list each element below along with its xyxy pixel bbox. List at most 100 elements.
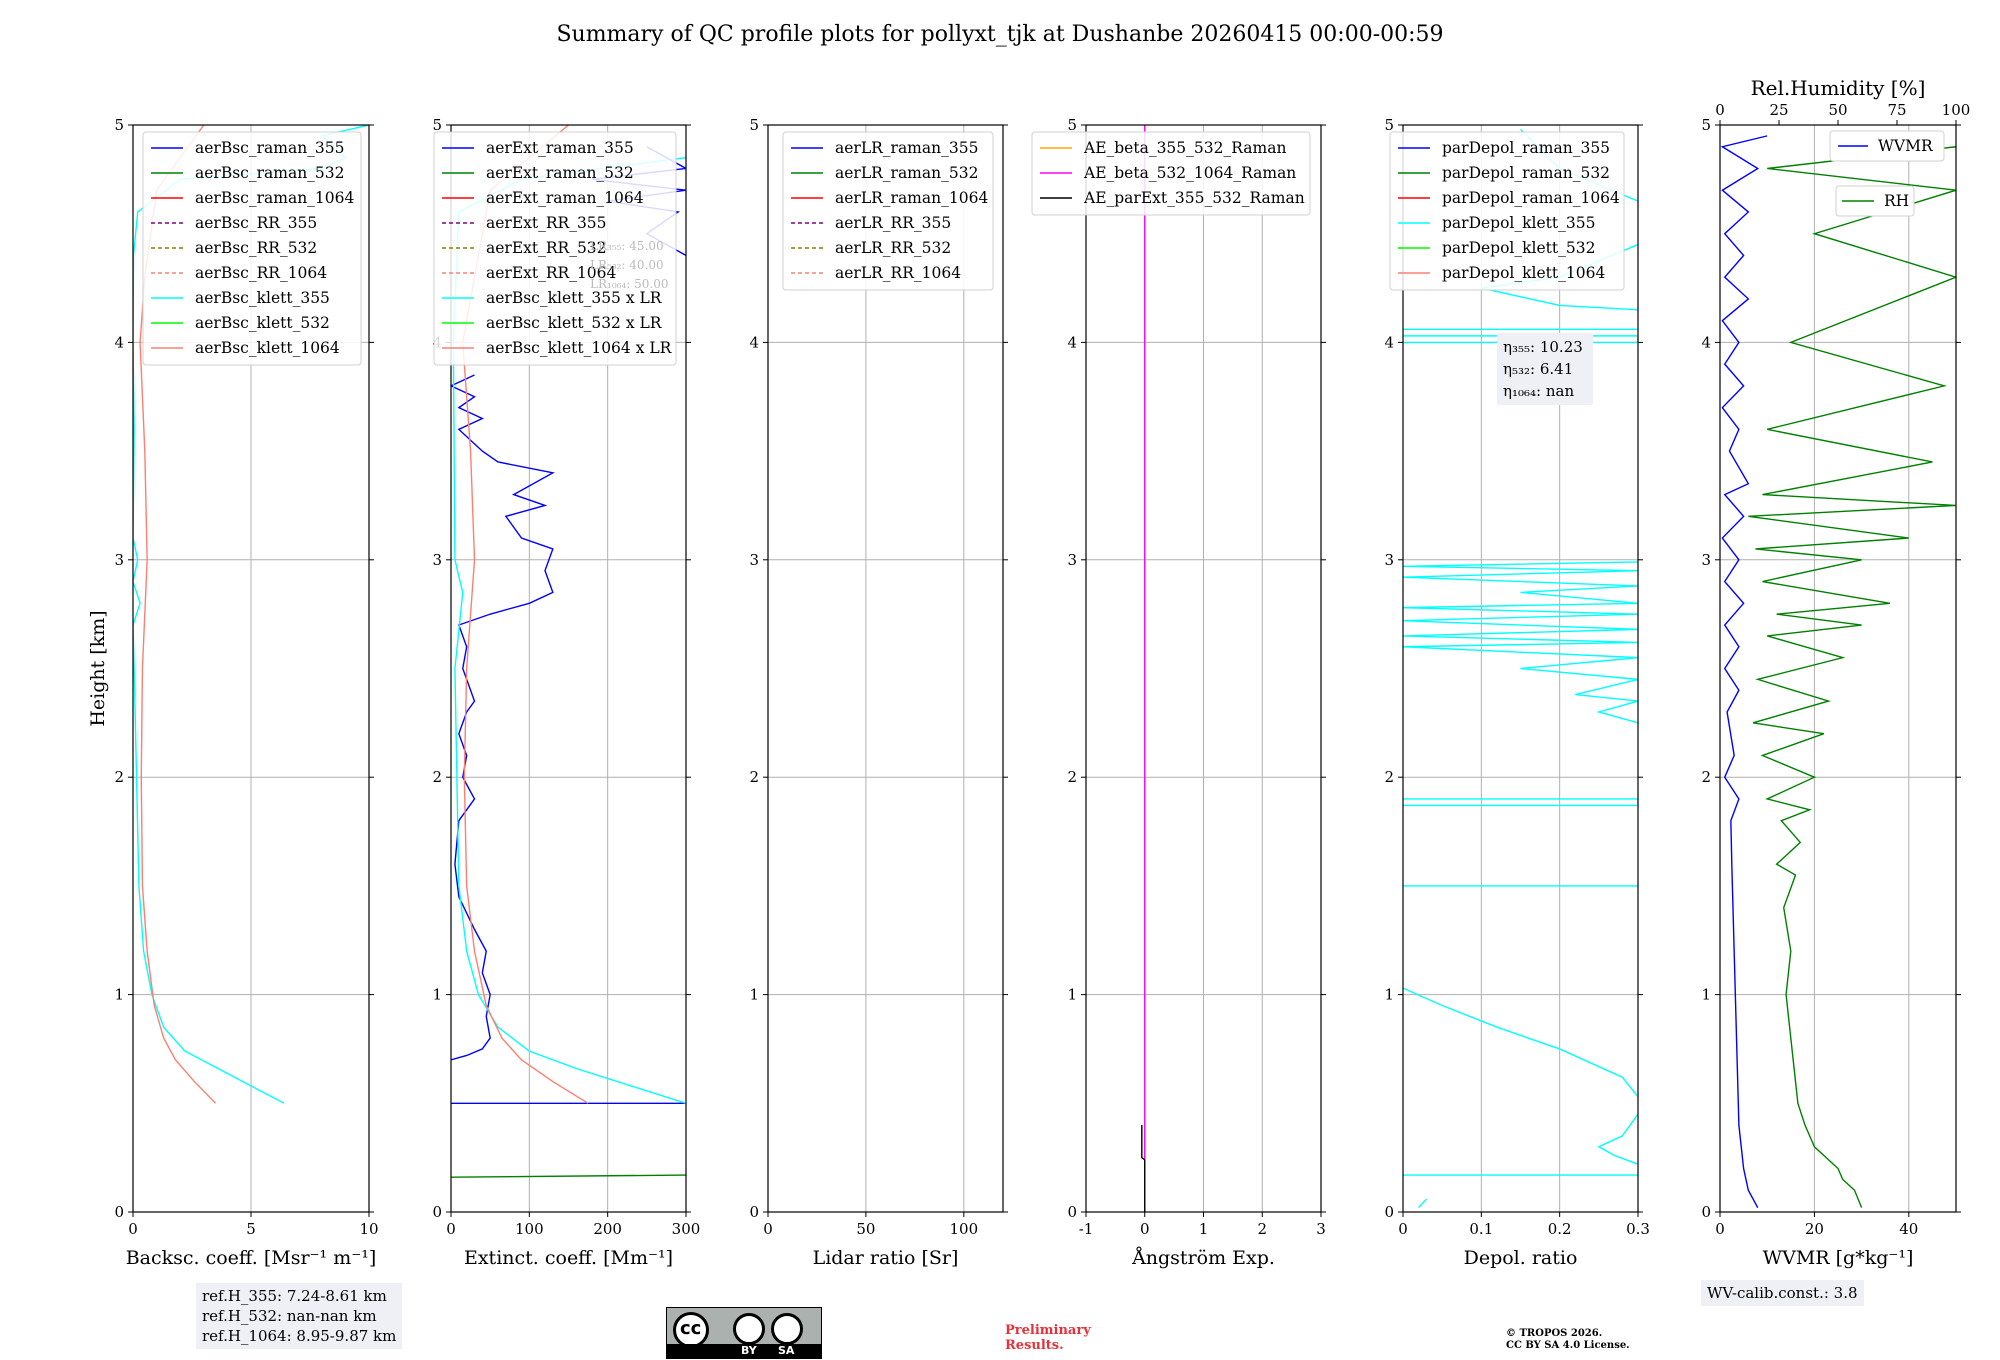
legend-entry: parDepol_klett_355 — [1442, 214, 1595, 232]
legend-entry: aerLR_RR_1064 — [835, 264, 961, 282]
top-x-tick-label: 50 — [1828, 101, 1847, 119]
series-group — [1403, 128, 1638, 1209]
panel-2: 0100200300012345Extinct. coeff. [Mm⁻¹]ae… — [432, 116, 700, 1269]
legend-entry: aerBsc_klett_532 — [195, 314, 330, 332]
rh-legend-label: RH — [1884, 192, 1909, 210]
x-tick-label: 0.2 — [1548, 1220, 1572, 1238]
legend-entry: AE_beta_532_1064_Raman — [1083, 164, 1296, 182]
series-parDepol_klett_355_d — [1403, 987, 1638, 1098]
y-tick-label: 0 — [1384, 1203, 1394, 1221]
copyright-line1: © TROPOS 2026. — [1506, 1328, 1603, 1339]
panel-3: 0 50 100 0 1 2 3 4 5 Lidar ratio [Sr] aerLR_raman_… — [749, 116, 1008, 1269]
legend-entry: aerExt_RR_355 — [486, 214, 607, 232]
y-tick-label: 0 — [749, 1203, 759, 1221]
x-tick-label: 40 — [1899, 1220, 1918, 1238]
legend-entry: aerBsc_RR_532 — [195, 239, 317, 257]
legend-entry: parDepol_raman_1064 — [1442, 189, 1620, 207]
by-label: BY — [741, 1344, 757, 1357]
legend-entry: aerLR_RR_355 — [835, 214, 951, 232]
legend-box — [782, 131, 994, 291]
series-group — [1720, 135, 1956, 1208]
x-tick-label: 300 — [672, 1220, 701, 1238]
y-tick-label: 2 — [1701, 768, 1711, 786]
y-tick-label: 4 — [1701, 333, 1711, 351]
y-tick-label: 3 — [114, 551, 124, 569]
y-tick-label: 1 — [1067, 986, 1077, 1004]
top-x-axis-label: Rel.Humidity [%] — [1751, 76, 1926, 100]
y-tick-label: 0 — [432, 1203, 442, 1221]
top-x-tick-label: 25 — [1769, 101, 1788, 119]
series-parDepol_klett_355_f — [1403, 798, 1638, 807]
legend-entry: aerLR_raman_1064 — [835, 189, 988, 207]
y-tick-label: 3 — [1384, 551, 1394, 569]
wv-calib-box: WV-calib.const.: 3.8 — [1701, 1280, 1864, 1306]
x-tick-label: 0 — [128, 1220, 138, 1238]
lr-annotation: LR₃₅₅: 45.00 — [590, 239, 664, 253]
x-tick-label: 100 — [950, 1220, 979, 1238]
top-x-tick-label: 100 — [1942, 101, 1971, 119]
x-tick-label: 0 — [1715, 1220, 1725, 1238]
y-tick-label: 1 — [432, 986, 442, 1004]
share-alike-icon — [771, 1313, 803, 1345]
lr-annotation: LR₅₃₂: 40.00 — [590, 258, 664, 272]
ref-height-355: ref.H_355: 7.24-8.61 km — [202, 1287, 387, 1305]
x-axis-label: Backsc. coeff. [Msr⁻¹ m⁻¹] — [126, 1247, 377, 1269]
series-AE_parExt_355_532_Raman — [1141, 1125, 1146, 1212]
legend-entry: aerBsc_RR_355 — [195, 214, 317, 232]
series-group — [1141, 125, 1146, 1212]
legend-entry: parDepol_klett_1064 — [1442, 264, 1605, 282]
y-tick-label: 2 — [1067, 768, 1077, 786]
x-axis-label: Ångström Exp. — [1131, 1247, 1275, 1269]
legend-entry: aerBsc_raman_1064 — [195, 189, 355, 207]
y-tick-label: 5 — [1067, 116, 1077, 134]
cc-license-badge: cc BY SA — [666, 1307, 822, 1359]
x-tick-label: 0 — [1398, 1220, 1408, 1238]
cc-icon: cc — [673, 1312, 709, 1348]
series-aerExt_raman_532 — [451, 1174, 686, 1178]
series-WVMR — [1720, 135, 1768, 1208]
by-person-icon — [733, 1313, 765, 1345]
legend-entry: aerBsc_klett_1064 x LR — [486, 339, 673, 357]
legend-entry: aerBsc_klett_532 x LR — [486, 314, 663, 332]
legend-entry: parDepol_klett_532 — [1442, 239, 1595, 257]
y-tick-label: 1 — [114, 986, 124, 1004]
panel-1: 0 5 10 0 1 2 3 4 5 Backsc. coeff. [Msr⁻¹ m⁻¹] aerB… — [114, 116, 378, 1269]
y-tick-label: 1 — [1384, 986, 1394, 1004]
legend-entry: aerBsc_klett_355 x LR — [486, 289, 663, 307]
preliminary-line2: Results. — [1005, 1338, 1064, 1353]
x-tick-label: 0.1 — [1469, 1220, 1493, 1238]
y-tick-label: 3 — [1067, 551, 1077, 569]
x-axis-label: Lidar ratio [Sr] — [813, 1247, 959, 1269]
x-tick-label: 0 — [446, 1220, 456, 1238]
copyright-line2: CC BY SA 4.0 License. — [1506, 1340, 1630, 1351]
y-tick-label: 4 — [114, 333, 124, 351]
legend-entry: aerExt_raman_532 — [486, 164, 634, 182]
panel-5: 0 0.1 0.2 0.3 0 1 2 3 4 5 Depol. ratio parDepol_ram… — [1384, 116, 1649, 1269]
wvmr-legend-label: WVMR — [1878, 137, 1934, 155]
copyright-note: © TROPOS 2026. CC BY SA 4.0 License. — [1506, 1328, 1630, 1352]
rh-legend-box — [1835, 185, 1915, 217]
y-tick-label: 2 — [432, 768, 442, 786]
wvmr-legend-box — [1829, 130, 1945, 162]
y-tick-label: 3 — [1701, 551, 1711, 569]
legend-box — [433, 131, 677, 366]
series-parDepol_klett_355_c — [1597, 1113, 1638, 1165]
series-parDepol_klett_355 — [1418, 1198, 1428, 1209]
legend-entry: aerBsc_klett_355 — [195, 289, 330, 307]
ref-height-box: ref.H_355: 7.24-8.61 km ref.H_532: nan-n… — [196, 1283, 403, 1349]
lr-annotation: LR₁₀₆₄: 50.00 — [590, 277, 668, 291]
wv-calib-const: WV-calib.const.: 3.8 — [1707, 1284, 1858, 1302]
legend-entry: AE_parExt_355_532_Raman — [1083, 189, 1305, 207]
axes-frame — [450, 124, 687, 1213]
preliminary-line1: Preliminary — [1005, 1323, 1091, 1338]
x-tick-label: 200 — [593, 1220, 622, 1238]
axes-frame — [1719, 124, 1957, 1213]
y-axis-label: Height [km] — [87, 610, 109, 726]
x-tick-label: -1 — [1079, 1220, 1094, 1238]
y-tick-label: 5 — [432, 116, 442, 134]
x-tick-label: 50 — [856, 1220, 875, 1238]
y-tick-label: 4 — [1067, 333, 1077, 351]
